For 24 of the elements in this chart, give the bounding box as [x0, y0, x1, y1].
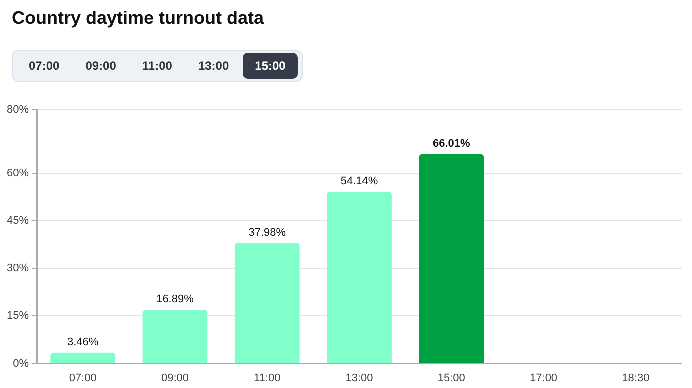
x-tick-label: 17:00	[530, 372, 558, 384]
x-tick-label: 15:00	[438, 372, 466, 384]
x-tick-label: 18:30	[622, 372, 650, 384]
y-tick-label: 45%	[6, 215, 30, 228]
category-label: 07:00	[29, 59, 60, 73]
category-label: 09:00	[86, 59, 116, 73]
category-label: 15:00	[255, 59, 286, 73]
data-label: 54.14%	[340, 176, 378, 188]
y-tick-label: 80%	[6, 104, 30, 116]
data-label: 66.01%	[432, 138, 471, 150]
category-label: 11:00	[142, 59, 172, 73]
y-tick-label: 0%	[13, 358, 30, 370]
data-label: 37.98%	[248, 226, 286, 239]
data-label: 16.89%	[156, 294, 194, 306]
y-tick-label: 30%	[6, 262, 30, 275]
y-tick-label: 15%	[6, 310, 30, 322]
data-label: 3.46%	[67, 336, 99, 348]
y-tick-label: 60%	[6, 167, 30, 180]
category-label: 13:00	[198, 59, 230, 73]
x-tick-label: 09:00	[161, 372, 189, 384]
x-tick-label: 11:00	[254, 372, 281, 384]
x-tick-label: 07:00	[69, 372, 97, 384]
x-tick-label: 13:00	[346, 372, 374, 384]
chart-title: Country daytime turnout data	[12, 8, 264, 29]
